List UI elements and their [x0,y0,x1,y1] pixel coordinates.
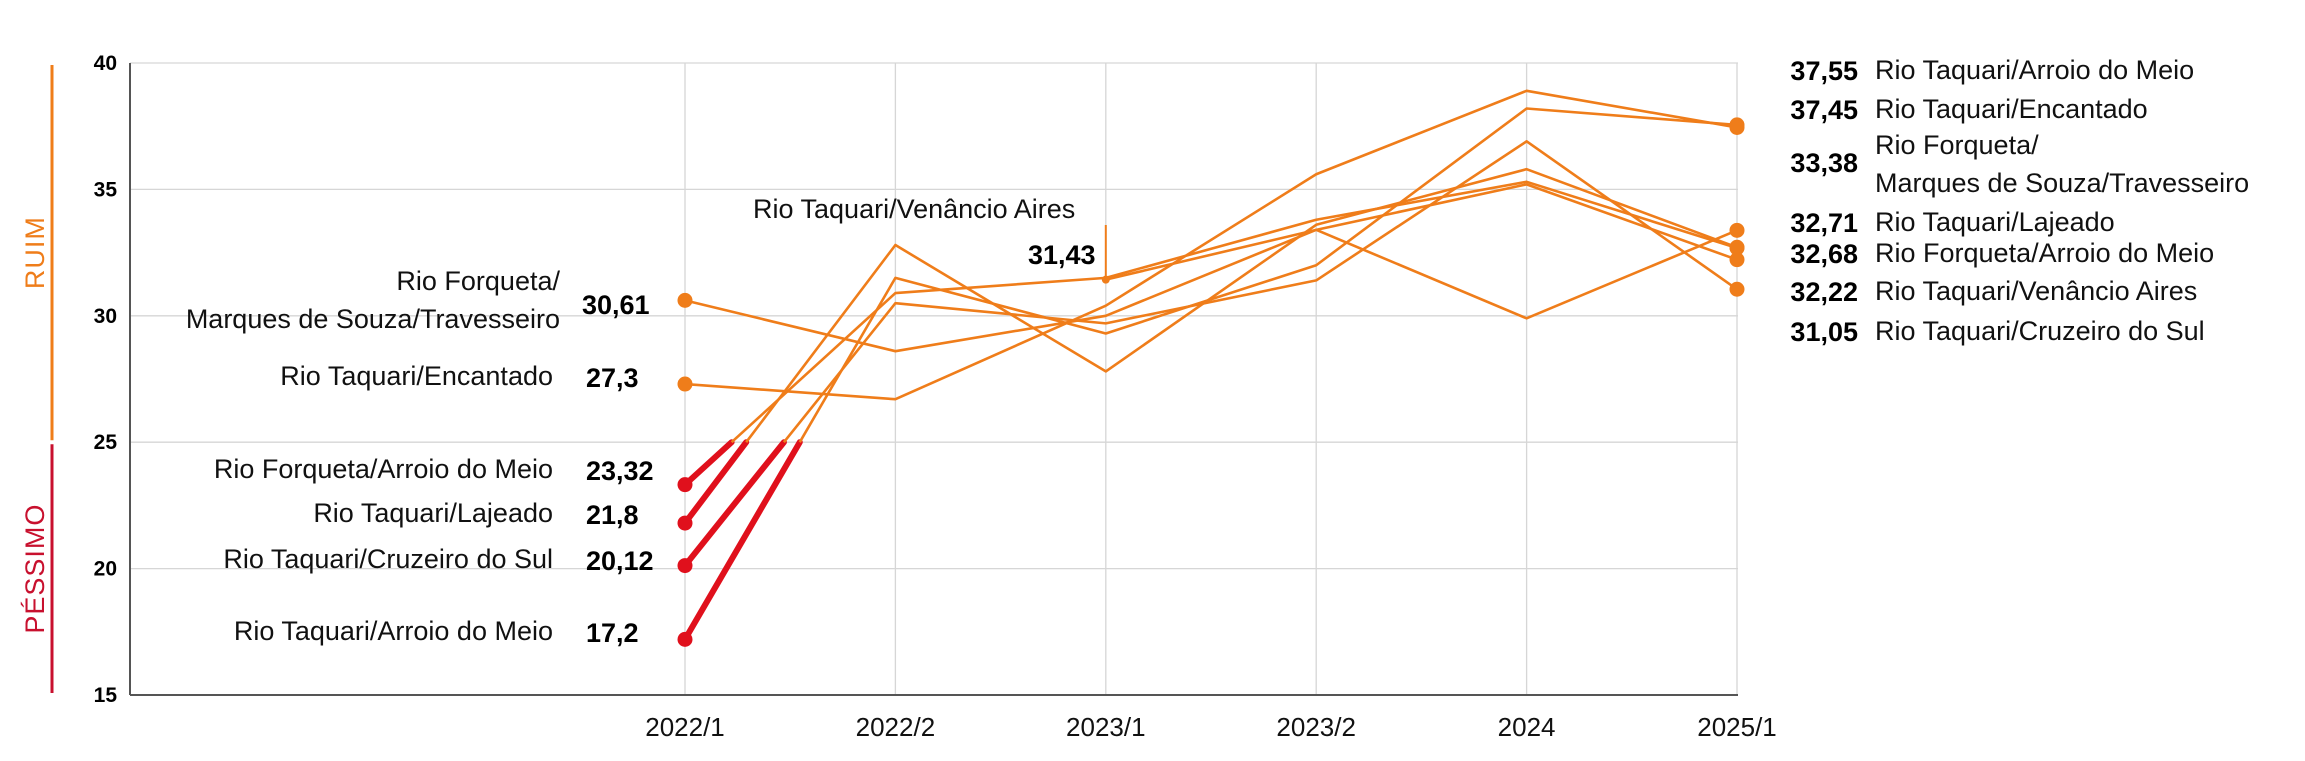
series-end-value: 32,71 [1790,208,1858,238]
x-tick-label: 2022/1 [645,712,725,742]
series-end-name: Rio Taquari/Venâncio Aires [1875,276,2197,306]
series-start-value: 17,2 [586,618,639,648]
series-end-name: Rio Taquari/Encantado [1875,94,2148,124]
end-point [1729,222,1745,238]
series-end-name: Rio Taquari/Cruzeiro do Sul [1875,316,2205,346]
series-line [745,167,1738,443]
series-lines [682,89,1738,643]
series-end-value: 32,22 [1790,277,1858,307]
annotation-value: 31,43 [1028,240,1096,270]
start-point [677,515,693,531]
y-tick-label: 15 [94,684,118,707]
series-start-name: Marques de Souza/Travesseiro [186,304,560,334]
series-start-value: 21,8 [586,500,639,530]
quality-bands: RUIM PÉSSIMO [20,65,54,693]
critical-segment [682,439,750,527]
series-line [730,180,1738,444]
series-end-value: 32,68 [1790,239,1858,269]
series-start-name: Rio Taquari/Lajeado [313,498,553,528]
end-point [1729,281,1745,297]
band-label: RUIM [20,216,50,289]
series-end-value: 37,55 [1790,56,1858,86]
y-tick-label: 30 [94,305,117,328]
series-end-name: Rio Forqueta/ [1875,130,2039,160]
series-start-value: 23,32 [586,456,654,486]
x-tick-label: 2023/2 [1276,712,1356,742]
series-start-value: 30,61 [582,290,650,320]
series-points [677,117,1745,647]
x-tick-label: 2023/1 [1066,712,1146,742]
start-point [677,558,693,574]
x-tick-label: 2024 [1498,712,1556,742]
series-end-name: Rio Forqueta/Arroio do Meio [1875,238,2214,268]
series-line [798,107,1738,443]
end-point [1729,252,1745,268]
series-line [684,89,1738,401]
start-point [677,376,693,392]
series-end-value: 33,38 [1790,148,1858,178]
series-line [782,140,1738,444]
start-point [677,292,693,308]
series-start-name: Rio Taquari/Arroio do Meio [234,616,553,646]
critical-segment [682,439,803,643]
x-tick-label: 2025/1 [1697,712,1777,742]
critical-segment [682,439,787,569]
series-line [1105,183,1738,281]
band-label: PÉSSIMO [20,504,50,634]
series-start-name: Rio Forqueta/Arroio do Meio [214,454,553,484]
series-end-value: 31,05 [1790,317,1858,347]
end-point [1729,119,1745,135]
series-start-name: Rio Taquari/Cruzeiro do Sul [223,544,553,574]
series-end-name: Marques de Souza/Travesseiro [1875,168,2249,198]
start-point [677,631,693,647]
series-end-name: Rio Taquari/Arroio do Meio [1875,55,2194,85]
series-start-value: 27,3 [586,363,639,393]
labels: Rio Taquari/Arroio do Meio 17,2 37,55 Rio T… [186,55,2249,648]
series-end-value: 37,45 [1790,95,1858,125]
series-line [684,228,1738,353]
y-tick-label: 40 [94,52,117,75]
y-tick-label: 20 [94,558,117,581]
critical-segment [682,439,735,488]
series-start-value: 20,12 [586,546,654,576]
y-tick-label: 25 [94,431,118,454]
annotation-name: Rio Taquari/Venâncio Aires [753,194,1075,224]
end-point [1729,240,1745,256]
start-point [677,477,693,493]
x-tick-label: 2022/2 [856,712,936,742]
series-start-name: Rio Taquari/Encantado [280,361,553,391]
series-end-name: Rio Taquari/Lajeado [1875,207,2115,237]
series-start-name: Rio Forqueta/ [396,266,560,296]
axes: 15 20 25 30 35 40 2022/1 2022/2 2023/1 2023/2 2024… [94,52,1777,742]
y-tick-label: 35 [94,178,118,201]
